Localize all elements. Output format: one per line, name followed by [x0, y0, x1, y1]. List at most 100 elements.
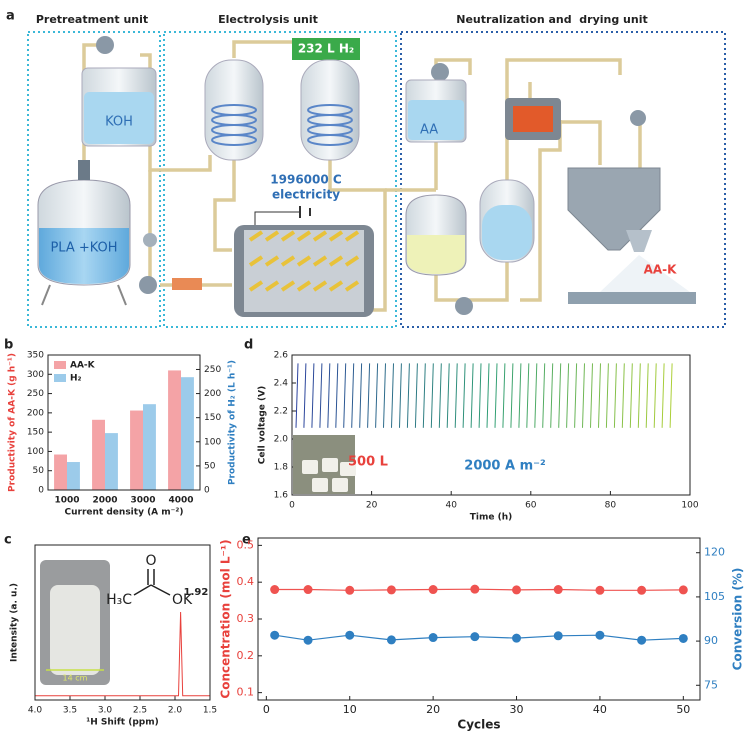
plot-frame — [291, 354, 691, 496]
pipe — [213, 160, 236, 252]
y2-tick-label: 120 — [704, 546, 725, 559]
pump — [455, 297, 473, 315]
product-label: AA-K — [644, 263, 678, 277]
marker — [270, 630, 280, 640]
scale-label: 14 cm — [63, 674, 88, 683]
marker — [637, 585, 647, 595]
x-tick-label: 20 — [366, 501, 378, 511]
marker — [595, 630, 605, 640]
reactor-liquid — [39, 228, 129, 284]
bar — [54, 454, 67, 490]
y-tick-label: 0.4 — [237, 575, 255, 588]
neutralizer-liquid — [407, 235, 465, 274]
container — [340, 462, 356, 476]
pump — [431, 63, 449, 81]
badge — [292, 38, 360, 60]
x-tick-label: 50 — [676, 703, 690, 716]
x-tick-label: 3.5 — [63, 706, 77, 716]
container — [312, 478, 328, 492]
badge-label: 232 L H₂ — [298, 42, 354, 56]
y-axis-label: Intensity (a. u.) — [10, 583, 20, 662]
y-tick-label: 50 — [33, 466, 45, 476]
bond — [150, 584, 171, 596]
nozzle — [626, 230, 652, 252]
heater-coil — [513, 106, 553, 132]
y-tick-label: 150 — [27, 428, 44, 438]
marker — [470, 584, 480, 594]
y-tick-label: 250 — [27, 389, 44, 399]
circuit — [254, 211, 300, 228]
motor — [78, 160, 90, 180]
tray — [568, 292, 696, 304]
x-tick-label: 3000 — [130, 496, 155, 506]
y2-axis-label: Conversion (%) — [731, 568, 745, 671]
bond — [133, 584, 152, 596]
legend-swatch — [54, 374, 66, 382]
pipe — [140, 170, 152, 287]
atom: H₃C — [106, 592, 132, 608]
koh-liquid — [84, 92, 154, 144]
bar — [168, 370, 181, 490]
marker — [345, 585, 355, 595]
bar — [92, 419, 105, 490]
marker — [270, 585, 280, 595]
unit-title: Electrolysis unit — [218, 13, 318, 26]
y-axis-label: Cell voltage (V) — [258, 386, 268, 464]
bar — [181, 377, 194, 490]
bar — [67, 462, 80, 490]
y-axis-label: Concentration (mol L⁻¹) — [219, 539, 233, 698]
y-tick-label: 100 — [27, 447, 44, 457]
x-tick-label: 2.5 — [133, 706, 147, 716]
marker — [637, 635, 647, 645]
pump — [630, 110, 646, 126]
atom: OK — [172, 592, 193, 608]
charge-unit: electricity — [272, 188, 340, 202]
panel-a: a Pretreatment unit Electrolysis unit Ne… — [6, 9, 726, 328]
panel-label: a — [6, 9, 15, 24]
y-tick-label: 200 — [27, 408, 44, 418]
y-axis-label: Productivity of AA-K (g h⁻¹) — [8, 353, 18, 492]
unit-title: Pretreatment unit — [36, 13, 148, 26]
y-tick-label: 0.5 — [237, 538, 255, 551]
chart: 4.0 3.5 3.0 2.5 2.0 1.5 ¹H Shift (ppm) Intensit… — [10, 544, 217, 728]
y-tick-label: 1.6 — [274, 491, 289, 501]
pipe — [520, 120, 562, 302]
y-tick-label: 2.6 — [274, 351, 289, 361]
condenser — [204, 59, 264, 161]
unit-box — [400, 31, 726, 328]
annotation: 2000 A m⁻² — [464, 459, 545, 474]
charge-label: 1996000 C — [270, 173, 342, 187]
marker — [428, 633, 438, 643]
aa-label: AA — [420, 123, 438, 138]
annotation: 500 L — [348, 455, 388, 470]
line — [35, 611, 210, 697]
bottle — [50, 585, 100, 675]
x-axis-label: Current density (A m⁻²) — [65, 508, 184, 518]
marker — [345, 630, 355, 640]
pump — [96, 36, 114, 54]
container — [322, 458, 338, 472]
nmr-decor: 14 cm O H₃C OK — [40, 553, 193, 685]
plot-frame — [257, 537, 701, 701]
plot-frame — [34, 544, 211, 701]
y-tick-label: 2.2 — [274, 407, 288, 417]
spray-dryer — [567, 167, 661, 251]
leg — [117, 284, 127, 306]
x-tick-label: 40 — [593, 703, 607, 716]
y-tick-label: 2.4 — [274, 379, 289, 389]
x-tick-label: 60 — [525, 501, 537, 511]
x-tick-label: 3.0 — [98, 706, 113, 716]
y2-tick-label: 50 — [204, 461, 216, 471]
koh-label: KOH — [105, 115, 133, 130]
marker — [678, 633, 688, 643]
pipe — [560, 120, 602, 165]
y-tick-label: 1.8 — [274, 463, 289, 473]
marker — [512, 585, 522, 595]
marker — [595, 585, 605, 595]
legend-label: AA-K — [70, 361, 96, 371]
y-tick-label: 0.1 — [237, 686, 255, 699]
pump — [143, 233, 157, 247]
annotation: 1.92 — [184, 587, 209, 598]
aa-liquid — [408, 100, 464, 140]
marker — [386, 635, 396, 645]
